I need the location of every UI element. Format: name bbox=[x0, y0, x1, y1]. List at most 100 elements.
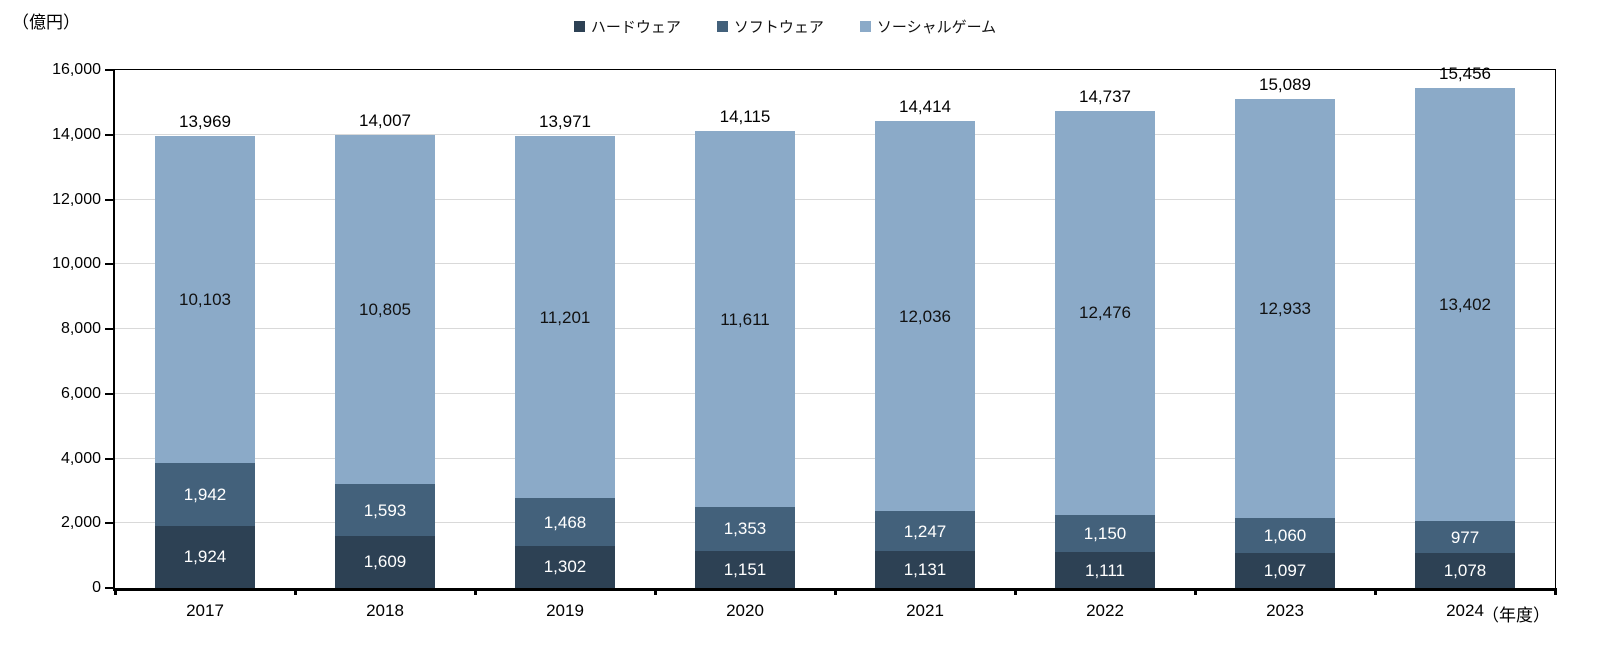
bar-total-label: 14,414 bbox=[899, 97, 951, 117]
bar-segment-2024-ハードウェア: 1,078 bbox=[1415, 553, 1515, 588]
segment-value-label: 1,468 bbox=[543, 512, 587, 532]
bar-total-label: 14,737 bbox=[1079, 86, 1131, 106]
bar-segment-2021-ソーシャルゲーム: 12,036 bbox=[875, 121, 975, 512]
bar-segment-2017-ハードウェア: 1,924 bbox=[155, 525, 255, 588]
bar-2020: 1,151 1,353 11,611 14,115 bbox=[695, 107, 795, 588]
segment-value-label: 1,060 bbox=[1263, 525, 1307, 545]
y-axis-tick-label: 8,000 bbox=[60, 320, 101, 337]
gridline-14000 bbox=[115, 133, 1555, 135]
x-axis-tick-mark bbox=[653, 588, 657, 595]
bar-2023: 1,097 1,060 12,933 15,089 bbox=[1235, 75, 1335, 588]
segment-value-label: 977 bbox=[1450, 527, 1480, 547]
bar-segment-2018-ハードウェア: 1,609 bbox=[335, 535, 435, 588]
bar-segment-2020-ソーシャルゲーム: 11,611 bbox=[695, 131, 795, 507]
bar-segment-2020-ソフトウェア: 1,353 bbox=[695, 506, 795, 551]
x-axis-tick-mark bbox=[1193, 588, 1197, 595]
bar-segment-2023-ソーシャルゲーム: 12,933 bbox=[1235, 99, 1335, 519]
legend-swatch-icon bbox=[573, 21, 585, 32]
y-axis-tick-mark bbox=[105, 133, 114, 136]
bar-total-label: 15,089 bbox=[1259, 75, 1311, 95]
legend-item-ハードウェア: ハードウェア bbox=[573, 16, 681, 37]
x-axis-category-label: 2017 bbox=[186, 601, 224, 620]
y-axis-tick-label: 16,000 bbox=[52, 61, 101, 78]
bar-total-label: 15,456 bbox=[1439, 63, 1491, 83]
segment-value-label: 1,097 bbox=[1263, 560, 1307, 580]
x-axis-category-label: 2022 bbox=[1086, 601, 1124, 620]
bar-total-label: 14,115 bbox=[719, 107, 771, 127]
y-axis-tick-label: 0 bbox=[92, 579, 101, 596]
bar-2022: 1,111 1,150 12,476 14,737 bbox=[1055, 87, 1155, 588]
y-axis-tick-mark bbox=[105, 198, 114, 201]
segment-value-label: 12,036 bbox=[899, 306, 951, 326]
y-axis-unit-label: （億円） bbox=[12, 13, 80, 32]
bar-total-label: 14,007 bbox=[359, 110, 411, 130]
bar-segment-2018-ソフトウェア: 1,593 bbox=[335, 484, 435, 536]
x-axis-category-label: 2018 bbox=[366, 601, 404, 620]
legend-label: ハードウェア bbox=[590, 19, 681, 36]
x-axis-tick-mark bbox=[1553, 588, 1557, 595]
y-axis-tick-mark bbox=[105, 392, 114, 395]
bar-segment-2022-ソフトウェア: 1,150 bbox=[1055, 514, 1155, 553]
x-axis-category-label: 2019 bbox=[546, 601, 584, 620]
segment-value-label: 1,111 bbox=[1084, 560, 1126, 580]
y-axis-tick-label: 6,000 bbox=[60, 384, 101, 402]
y-axis-tick-mark bbox=[105, 328, 114, 330]
segment-value-label: 1,131 bbox=[903, 560, 947, 580]
segment-value-label: 1,609 bbox=[363, 552, 407, 572]
legend-item-ソーシャルゲーム: ソーシャルゲーム bbox=[859, 16, 997, 37]
x-axis-tick-mark bbox=[1013, 588, 1017, 595]
bar-segment-2022-ソーシャルゲーム: 12,476 bbox=[1055, 110, 1155, 515]
bar-segment-2020-ハードウェア: 1,151 bbox=[695, 550, 795, 588]
bar-segment-2017-ソフトウェア: 1,942 bbox=[155, 462, 255, 526]
x-axis-tick-mark bbox=[473, 588, 477, 595]
x-axis-tick-mark bbox=[293, 588, 297, 595]
plot-area: 1,924 1,942 10,103 13,969 1,609 1,593 10,805 14… bbox=[113, 64, 1556, 591]
bar-segment-2019-ソーシャルゲーム: 11,201 bbox=[515, 135, 615, 499]
legend-swatch-icon bbox=[716, 21, 728, 32]
y-axis-tick-mark bbox=[105, 69, 114, 71]
gridline-10000 bbox=[115, 263, 1555, 265]
legend-label: ソーシャルゲーム bbox=[876, 19, 997, 36]
segment-value-label: 1,942 bbox=[183, 484, 227, 504]
y-axis-tick-label: 14,000 bbox=[52, 125, 101, 143]
gridline-4000 bbox=[115, 457, 1555, 459]
bar-segment-2022-ハードウェア: 1,111 bbox=[1055, 552, 1155, 588]
x-axis-category-label: 2024 bbox=[1446, 601, 1484, 620]
y-axis-tick-label: 4,000 bbox=[60, 449, 101, 467]
segment-value-label: 1,924 bbox=[183, 547, 227, 567]
legend-item-ソフトウェア: ソフトウェア bbox=[716, 16, 824, 37]
y-axis-tick-mark bbox=[105, 263, 114, 266]
bar-segment-2018-ソーシャルゲーム: 10,805 bbox=[335, 134, 435, 485]
segment-value-label: 11,611 bbox=[720, 309, 770, 329]
x-axis-unit-label: （年度） bbox=[1482, 606, 1550, 625]
x-axis-category-label: 2021 bbox=[906, 601, 944, 620]
bar-segment-2023-ソフトウェア: 1,060 bbox=[1235, 518, 1335, 553]
bar-2024: 1,078 977 13,402 15,456 bbox=[1415, 64, 1515, 588]
bar-segment-2019-ソフトウェア: 1,468 bbox=[515, 498, 615, 546]
bar-total-label: 13,971 bbox=[539, 111, 591, 131]
y-axis-tick-label: 2,000 bbox=[60, 514, 101, 532]
bar-segment-2021-ハードウェア: 1,131 bbox=[875, 551, 975, 588]
segment-value-label: 13,402 bbox=[1439, 295, 1491, 315]
y-axis-tick-mark bbox=[105, 522, 114, 525]
gridline-12000 bbox=[115, 198, 1555, 200]
gridline-6000 bbox=[115, 392, 1555, 394]
x-axis-category-label: 2023 bbox=[1266, 601, 1304, 620]
bar-segment-2017-ソーシャルゲーム: 10,103 bbox=[155, 135, 255, 463]
gridline-8000 bbox=[115, 328, 1555, 329]
bar-2017: 1,924 1,942 10,103 13,969 bbox=[155, 112, 255, 588]
y-axis-tick-mark bbox=[105, 457, 114, 460]
x-axis-tick-mark bbox=[1373, 588, 1377, 595]
bar-segment-2021-ソフトウェア: 1,247 bbox=[875, 511, 975, 552]
bar-segment-2019-ハードウェア: 1,302 bbox=[515, 545, 615, 588]
x-axis-category-label: 2020 bbox=[726, 601, 764, 620]
segment-value-label: 10,805 bbox=[359, 299, 411, 319]
segment-value-label: 1,151 bbox=[723, 559, 767, 579]
segment-value-label: 1,302 bbox=[543, 557, 587, 577]
segment-value-label: 1,353 bbox=[723, 519, 767, 539]
legend-swatch-icon bbox=[859, 21, 871, 32]
legend-label: ソフトウェア bbox=[733, 19, 824, 36]
x-axis-tick-mark bbox=[833, 588, 837, 595]
bar-segment-2023-ハードウェア: 1,097 bbox=[1235, 552, 1335, 588]
bar-total-label: 13,969 bbox=[179, 111, 231, 131]
